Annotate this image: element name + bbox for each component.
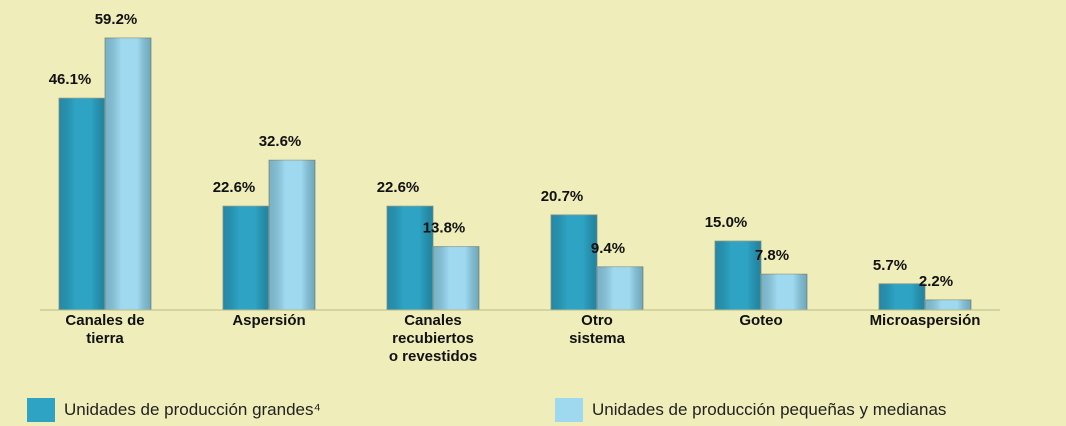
bar-shade bbox=[551, 214, 597, 310]
bar-shade bbox=[105, 38, 151, 310]
bar-shade bbox=[433, 246, 479, 310]
bar-shade bbox=[387, 206, 433, 310]
legend-label: Unidades de producción pequeñas y median… bbox=[592, 400, 947, 419]
value-label: 2.2% bbox=[919, 273, 953, 290]
value-label: 59.2% bbox=[95, 11, 138, 28]
bar-shade bbox=[597, 266, 643, 310]
value-label: 9.4% bbox=[591, 240, 625, 257]
x-tick-label: Otro sistema bbox=[569, 312, 625, 347]
legend-swatch bbox=[555, 398, 583, 422]
value-label: 20.7% bbox=[541, 188, 584, 205]
x-tick-label: Aspersión bbox=[232, 312, 306, 329]
value-label: 13.8% bbox=[423, 220, 466, 237]
bar-shade bbox=[269, 160, 315, 310]
value-label: 46.1% bbox=[49, 71, 92, 88]
bar-shade bbox=[879, 283, 925, 310]
x-tick-label: Canales de tierra bbox=[65, 312, 145, 347]
x-tick-label: Goteo bbox=[739, 312, 783, 329]
bar-shade bbox=[761, 274, 807, 310]
value-label: 22.6% bbox=[213, 179, 256, 196]
legend-swatch bbox=[27, 398, 55, 422]
value-label: 22.6% bbox=[377, 179, 420, 196]
value-label: 7.8% bbox=[755, 247, 789, 264]
x-tick-label: Microaspersión bbox=[869, 312, 981, 329]
value-label: 32.6% bbox=[259, 133, 302, 150]
bar-shade bbox=[59, 98, 105, 311]
value-label: 5.7% bbox=[873, 257, 907, 274]
bar-shade bbox=[223, 206, 269, 310]
bar-shade bbox=[715, 241, 761, 310]
value-label: 15.0% bbox=[705, 214, 748, 231]
bar-shade bbox=[925, 299, 971, 310]
x-tick-label: Canales recubiertos o revestidos bbox=[388, 312, 478, 365]
legend-label: Unidades de producción grandes⁴ bbox=[64, 400, 321, 419]
